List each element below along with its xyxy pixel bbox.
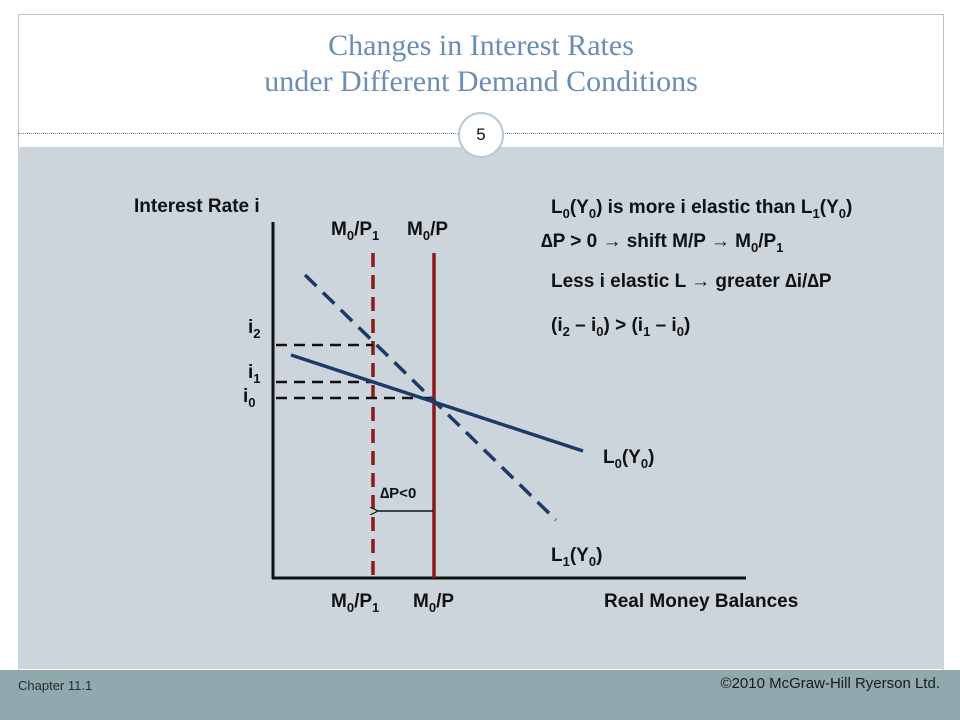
slide-title-line-2: under Different Demand Conditions xyxy=(264,65,698,98)
annotation-line-4: (i2 – i0) > (i1 – i0) xyxy=(551,315,690,339)
x-axis-label: Real Money Balances xyxy=(604,591,798,612)
supply-new-label-top: M0/P1 xyxy=(331,219,379,243)
content-area xyxy=(18,147,944,669)
annotation-line-2: ∆P > 0 → shift M/P → M0/P1 xyxy=(541,231,783,255)
slide-number: 5 xyxy=(476,125,486,144)
chapter-label: Chapter 11.1 xyxy=(18,678,93,693)
copyright-label: ©2010 McGraw-Hill Ryerson Ltd. xyxy=(720,675,940,692)
frame-top-line xyxy=(18,14,944,15)
slide-title-line-1: Changes in Interest Rates xyxy=(328,29,634,62)
supply-initial-label-bottom: M0/P xyxy=(413,591,454,615)
rate-i0-label: i0 xyxy=(243,386,256,410)
y-axis-label: Interest Rate i xyxy=(134,196,260,217)
slide-number-badge xyxy=(458,112,504,158)
right-arrow-icon: → xyxy=(691,271,710,292)
annotation-line-3: Less i elastic L → greater ∆i/∆P xyxy=(551,271,832,292)
demand-curve-L1 xyxy=(303,273,558,522)
rate-i2-label: i2 xyxy=(248,317,261,341)
slide-title: Changes in Interest Rates under Differen… xyxy=(18,28,944,100)
footer-bar xyxy=(0,670,960,720)
supply-new-label-bottom: M0/P1 xyxy=(331,591,379,615)
curve-L0-label: L0(Y0) xyxy=(603,447,654,471)
annotation-line-1: L0(Y0) is more i elastic than L1(Y0) xyxy=(551,197,852,221)
rate-i1-label: i1 xyxy=(248,362,261,386)
price-change-label: ∆P<0 xyxy=(380,485,416,502)
right-arrow-icon: → xyxy=(711,231,730,252)
supply-initial-label-top: M0/P xyxy=(407,219,448,243)
curve-L1-label: L1(Y0) xyxy=(551,545,602,569)
right-arrow-icon: → xyxy=(602,231,621,252)
